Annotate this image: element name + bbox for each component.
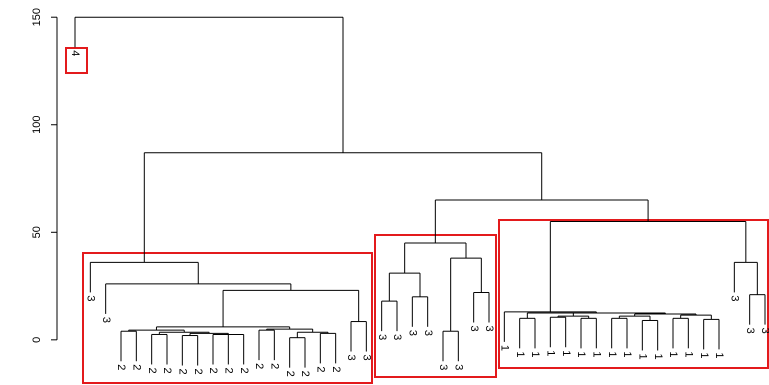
leaf-label: 2 — [284, 371, 296, 377]
leaf-label: 1 — [667, 351, 679, 357]
leaf-label: 3 — [345, 355, 357, 361]
leaf-label: 3 — [759, 328, 769, 334]
leaf-label: 1 — [713, 352, 725, 358]
leaf-label: 3 — [84, 295, 96, 301]
leaf-label: 2 — [314, 366, 326, 372]
leaf-label: 3 — [728, 295, 740, 301]
leaf-label: 2 — [146, 367, 158, 373]
y-tick-label: 0 — [31, 337, 43, 343]
leaf-label: 3 — [452, 364, 464, 370]
highlight-box — [498, 219, 769, 369]
leaf-label: 2 — [222, 367, 234, 373]
leaf-label: 2 — [161, 367, 173, 373]
leaf-label: 1 — [682, 351, 694, 357]
leaf-label: 1 — [575, 351, 587, 357]
leaf-label: 3 — [376, 334, 388, 340]
leaf-label: 1 — [698, 352, 710, 358]
leaf-label: 3 — [100, 317, 112, 323]
leaf-label: 2 — [192, 369, 204, 375]
highlight-box — [65, 47, 88, 74]
leaf-label: 1 — [498, 345, 510, 351]
leaf-label: 1 — [621, 351, 633, 357]
leaf-label: 2 — [207, 367, 219, 373]
y-tick-label: 150 — [31, 8, 43, 26]
leaf-label: 3 — [437, 364, 449, 370]
leaf-label: 2 — [253, 363, 265, 369]
leaf-label: 2 — [130, 364, 142, 370]
leaf-label: 3 — [468, 326, 480, 332]
leaf-label: 2 — [330, 366, 342, 372]
leaf-label: 2 — [176, 369, 188, 375]
leaf-label: 2 — [238, 367, 250, 373]
highlight-box — [374, 234, 497, 378]
leaf-label: 1 — [560, 350, 572, 356]
y-tick-label: 100 — [31, 116, 43, 134]
leaf-label: 2 — [115, 364, 127, 370]
leaf-label: 4 — [69, 50, 81, 56]
y-tick-label: 50 — [31, 226, 43, 238]
leaf-label: 1 — [529, 351, 541, 357]
leaf-label: 3 — [483, 326, 495, 332]
leaf-label: 3 — [744, 328, 756, 334]
leaf-label: 1 — [544, 350, 556, 356]
leaf-label: 3 — [422, 330, 434, 336]
leaf-label: 1 — [636, 353, 648, 359]
leaf-label: 1 — [514, 351, 526, 357]
leaf-label: 1 — [590, 351, 602, 357]
leaf-label: 3 — [406, 330, 418, 336]
leaf-label: 2 — [299, 371, 311, 377]
leaf-label: 2 — [268, 363, 280, 369]
leaf-label: 3 — [360, 355, 372, 361]
leaf-label: 1 — [606, 351, 618, 357]
highlight-box — [82, 252, 373, 384]
leaf-label: 3 — [391, 334, 403, 340]
leaf-label: 1 — [652, 353, 664, 359]
